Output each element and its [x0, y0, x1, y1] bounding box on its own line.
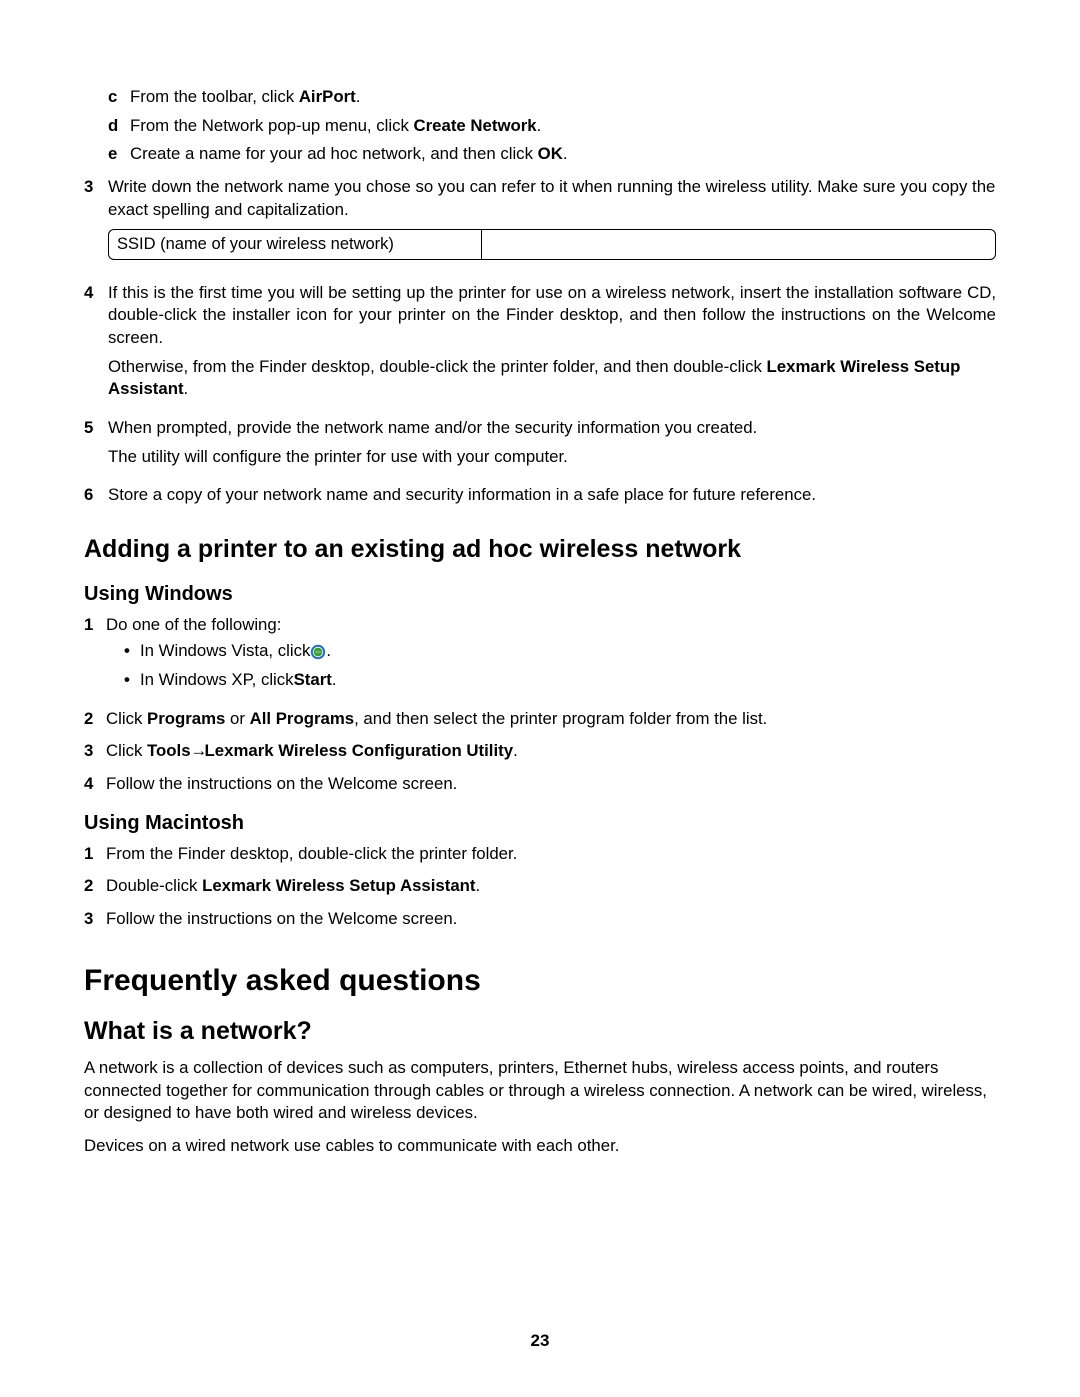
step-5-p1: When prompted, provide the network name …	[108, 417, 996, 440]
network-p1: A network is a collection of devices suc…	[84, 1057, 996, 1125]
mac-step-3: 3 Follow the instructions on the Welcome…	[84, 908, 996, 931]
substep-e: e Create a name for your ad hoc network,…	[108, 143, 996, 166]
win-marker-1: 1	[84, 614, 106, 698]
windows-start-icon	[310, 644, 326, 660]
win-marker-3: 3	[84, 740, 106, 763]
sub-steps-alpha: c From the toolbar, click AirPort. d Fro…	[108, 86, 996, 166]
main-steps: 3 Write down the network name you chose …	[84, 176, 996, 507]
marker-e: e	[108, 143, 130, 166]
win-step-2: 2 Click Programs or All Programs, and th…	[84, 708, 996, 731]
step-6-body: Store a copy of your network name and se…	[108, 484, 996, 507]
win-step-4-body: Follow the instructions on the Welcome s…	[106, 773, 996, 796]
step-3: 3 Write down the network name you chose …	[84, 176, 996, 272]
win-step-3-body: Click Tools → Lexmark Wireless Configura…	[106, 740, 996, 763]
mac-step-2-body: Double-click Lexmark Wireless Setup Assi…	[106, 875, 996, 898]
marker-5: 5	[84, 417, 108, 474]
substep-d: d From the Network pop-up menu, click Cr…	[108, 115, 996, 138]
step-3-body: Write down the network name you chose so…	[108, 176, 996, 272]
heading-what-is-network: What is a network?	[84, 1015, 996, 1049]
page-number: 23	[0, 1330, 1080, 1353]
mac-marker-3: 3	[84, 908, 106, 931]
win-step-1: 1 Do one of the following: In Windows Vi…	[84, 614, 996, 698]
mac-steps: 1 From the Finder desktop, double-click …	[84, 843, 996, 931]
step-5-body: When prompted, provide the network name …	[108, 417, 996, 474]
mac-step-1: 1 From the Finder desktop, double-click …	[84, 843, 996, 866]
win-step-3: 3 Click Tools → Lexmark Wireless Configu…	[84, 740, 996, 763]
win-bullets: In Windows Vista, click . In	[124, 640, 996, 691]
step-4-p2: Otherwise, from the Finder desktop, doub…	[108, 356, 996, 401]
marker-3: 3	[84, 176, 108, 272]
network-p2: Devices on a wired network use cables to…	[84, 1135, 996, 1158]
marker-6: 6	[84, 484, 108, 507]
heading-using-windows: Using Windows	[84, 581, 996, 608]
mac-step-1-body: From the Finder desktop, double-click th…	[106, 843, 996, 866]
heading-faq: Frequently asked questions	[84, 961, 996, 1002]
win-step-2-body: Click Programs or All Programs, and then…	[106, 708, 996, 731]
marker-c: c	[108, 86, 130, 109]
mac-step-2: 2 Double-click Lexmark Wireless Setup As…	[84, 875, 996, 898]
mac-marker-1: 1	[84, 843, 106, 866]
step-5-p2: The utility will configure the printer f…	[108, 446, 996, 469]
substep-e-body: Create a name for your ad hoc network, a…	[130, 143, 996, 166]
marker-4: 4	[84, 282, 108, 407]
step-4-body: If this is the first time you will be se…	[108, 282, 996, 407]
win-marker-4: 4	[84, 773, 106, 796]
ssid-value-cell	[481, 229, 996, 259]
win-bullet-xp: In Windows XP, click Start.	[124, 669, 996, 692]
substep-c: c From the toolbar, click AirPort.	[108, 86, 996, 109]
mac-marker-2: 2	[84, 875, 106, 898]
step-5: 5 When prompted, provide the network nam…	[84, 417, 996, 474]
step-4: 4 If this is the first time you will be …	[84, 282, 996, 407]
windows-steps: 1 Do one of the following: In Windows Vi…	[84, 614, 996, 796]
arrow-icon: →	[191, 740, 205, 763]
win-step-4: 4 Follow the instructions on the Welcome…	[84, 773, 996, 796]
win-step-1-body: Do one of the following: In Windows Vist…	[106, 614, 996, 698]
ssid-label-cell: SSID (name of your wireless network)	[108, 229, 481, 259]
heading-using-macintosh: Using Macintosh	[84, 810, 996, 837]
mac-step-3-body: Follow the instructions on the Welcome s…	[106, 908, 996, 931]
step-6: 6 Store a copy of your network name and …	[84, 484, 996, 507]
marker-d: d	[108, 115, 130, 138]
ssid-table: SSID (name of your wireless network)	[108, 229, 996, 259]
document-page: c From the toolbar, click AirPort. d Fro…	[0, 0, 1080, 1397]
heading-add-printer: Adding a printer to an existing ad hoc w…	[84, 533, 996, 567]
step-4-p1: If this is the first time you will be se…	[108, 282, 996, 350]
substep-d-body: From the Network pop-up menu, click Crea…	[130, 115, 996, 138]
substep-c-body: From the toolbar, click AirPort.	[130, 86, 996, 109]
win-marker-2: 2	[84, 708, 106, 731]
win-bullet-vista: In Windows Vista, click .	[124, 640, 996, 663]
